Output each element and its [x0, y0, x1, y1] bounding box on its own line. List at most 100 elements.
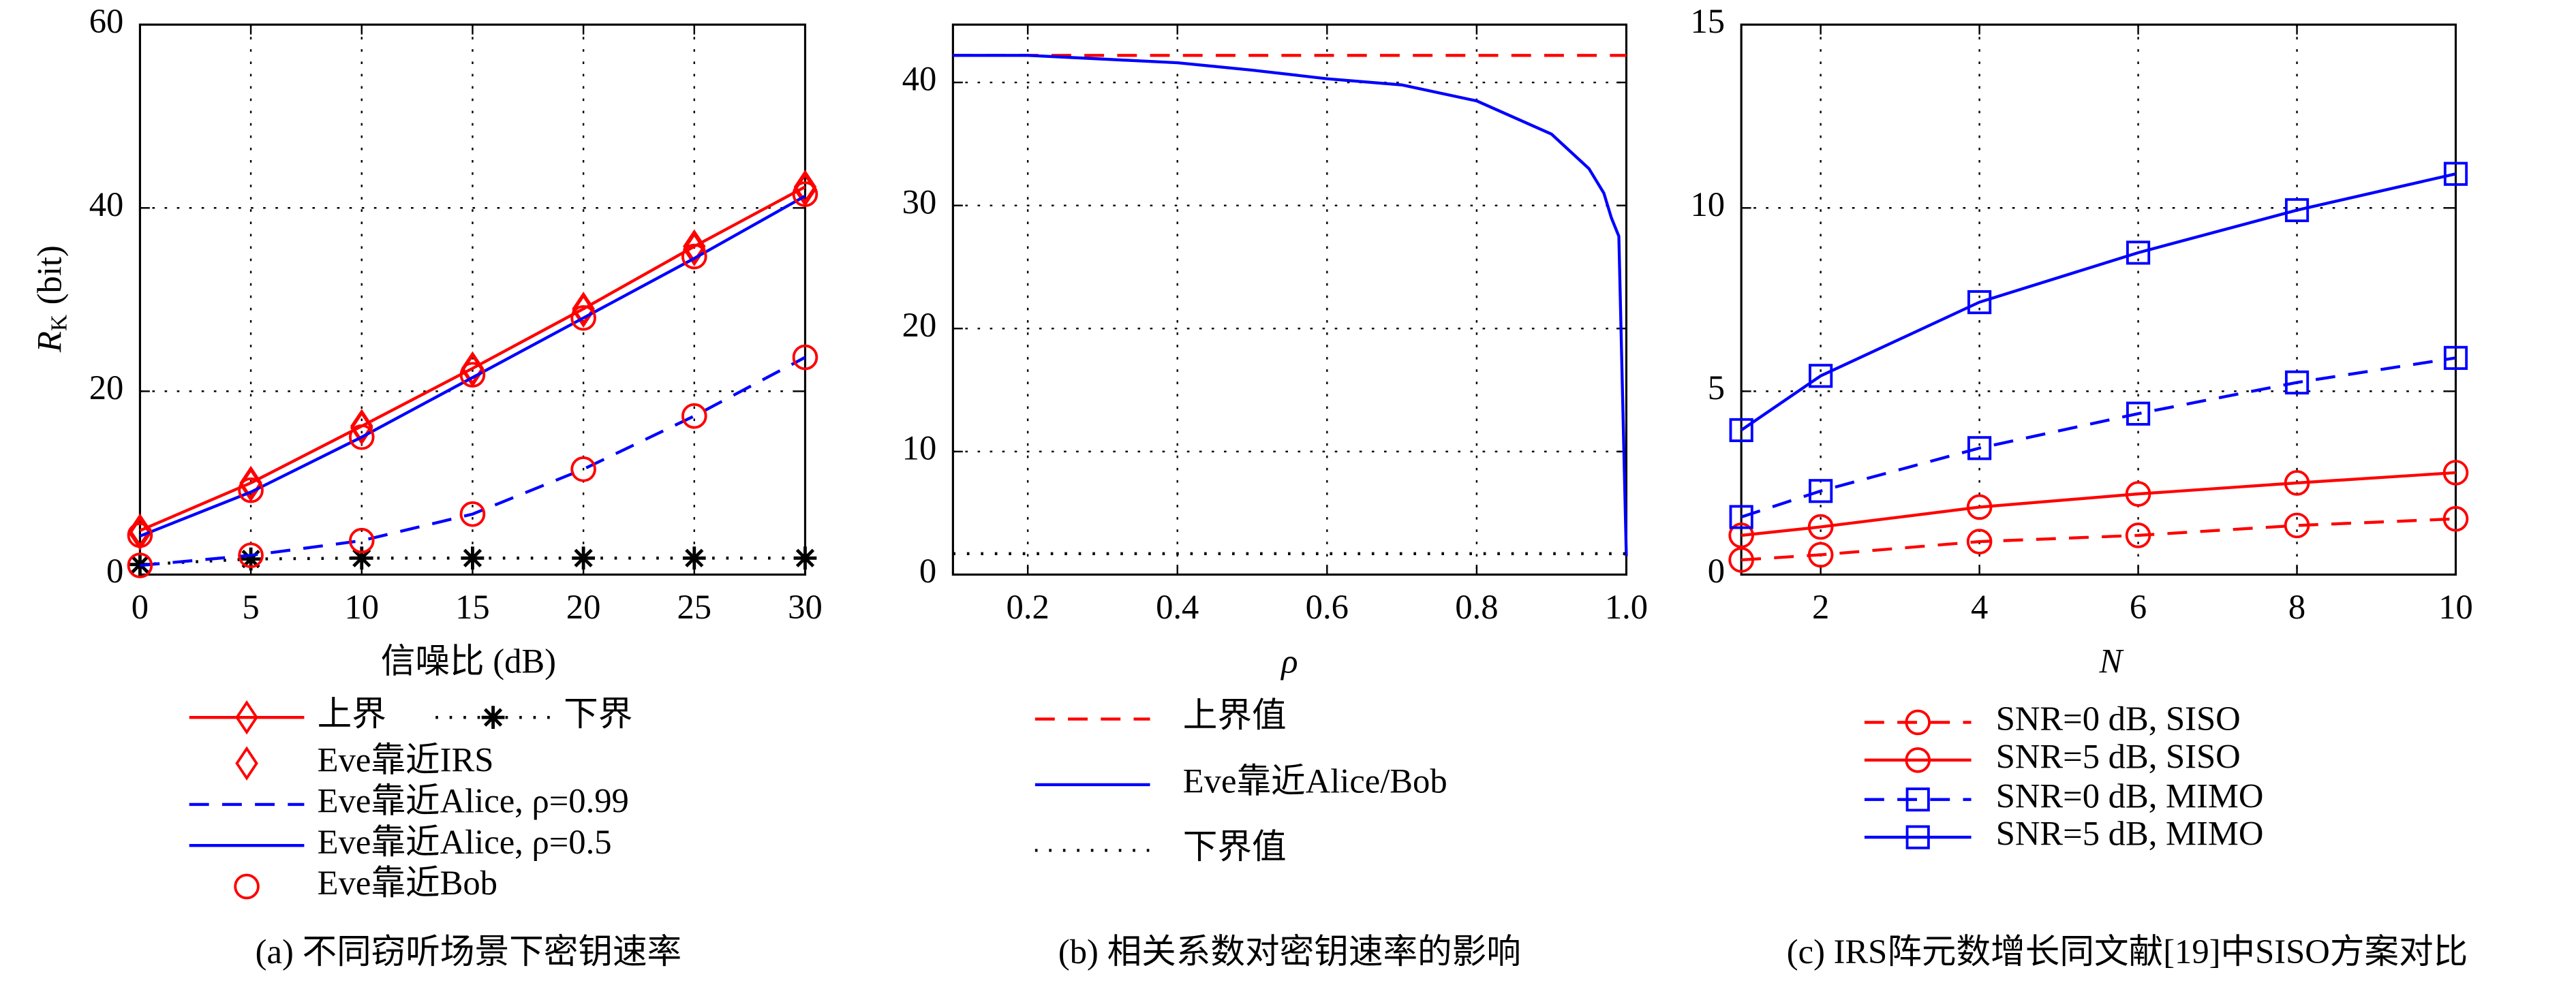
marker — [2125, 481, 2151, 507]
x-tick-label: 0.6 — [1306, 588, 1349, 626]
legend-label: 上界 — [318, 695, 386, 733]
marker — [127, 522, 153, 548]
marker — [2284, 512, 2310, 539]
y-tick-label: 30 — [902, 183, 937, 221]
y-label-unit: (bit) — [30, 245, 68, 304]
marker — [1905, 709, 1931, 736]
x-tick-label: 30 — [788, 588, 823, 626]
marker — [2126, 401, 2151, 426]
marker — [239, 547, 262, 571]
marker — [2443, 161, 2468, 186]
marker — [2126, 240, 2151, 265]
y-tick-label: 10 — [902, 428, 937, 467]
y-tick-label: 20 — [89, 369, 124, 407]
y-label-symbol: R — [30, 331, 68, 353]
y-tick-label: 40 — [89, 185, 124, 223]
marker — [1905, 787, 1930, 812]
marker — [350, 546, 373, 570]
marker — [1905, 825, 1930, 849]
legend-label: Eve靠近Alice, ρ=0.99 — [318, 782, 629, 820]
marker — [235, 746, 258, 781]
marker — [1966, 529, 1993, 554]
marker — [793, 546, 817, 570]
marker — [481, 706, 505, 730]
marker — [792, 181, 818, 207]
y-tick-label: 40 — [902, 60, 937, 98]
x-tick-label: 0 — [132, 588, 149, 626]
marker — [235, 700, 258, 735]
legend-label: Eve靠近Alice/Bob — [1183, 762, 1447, 800]
x-axis-label: N — [2099, 642, 2125, 681]
marker — [2125, 522, 2151, 548]
x-tick-label: 25 — [677, 588, 711, 626]
marker — [348, 424, 375, 450]
series-line — [140, 356, 806, 567]
x-tick-label: 15 — [455, 588, 490, 626]
x-tick-label: 0.8 — [1455, 588, 1498, 626]
x-tick-label: 8 — [2288, 588, 2305, 626]
x-tick-label: 2 — [1812, 588, 1829, 626]
marker — [1728, 547, 1754, 573]
y-tick-label: 0 — [1708, 552, 1725, 590]
x-tick-label: 10 — [344, 588, 379, 626]
series-line — [139, 185, 806, 532]
marker — [1729, 505, 1753, 529]
y-label-subscript: K — [46, 314, 72, 331]
caption: (a) 不同窃听场景下密钥速率 — [256, 933, 682, 971]
caption: (b) 相关系数对密钥速率的影响 — [1058, 933, 1521, 971]
marker — [128, 516, 152, 551]
marker — [2284, 370, 2310, 395]
y-tick-label: 10 — [1690, 185, 1725, 223]
marker — [2284, 198, 2310, 223]
marker — [572, 546, 595, 570]
marker — [127, 552, 153, 578]
marker — [681, 403, 707, 429]
legend-label: Eve靠近Bob — [318, 864, 497, 902]
y-tick-label: 15 — [1690, 2, 1725, 40]
marker — [683, 232, 706, 266]
plot-frame — [951, 23, 1628, 576]
marker — [683, 229, 706, 264]
series-line — [1741, 471, 2456, 537]
y-axis-label: RK (bit) — [30, 245, 72, 353]
legend-label: Eve靠近IRS — [318, 740, 494, 779]
marker — [793, 170, 817, 204]
marker — [234, 873, 260, 900]
x-tick-label: 20 — [566, 588, 601, 626]
x-axis-label: ρ — [1280, 642, 1298, 681]
marker — [1807, 514, 1834, 540]
legend-label: 上界值 — [1183, 696, 1287, 734]
caption: (c) IRS阵元数增长同文献[19]中SISO方案对比 — [1787, 933, 2468, 971]
y-tick-label: 60 — [89, 2, 124, 40]
marker — [459, 501, 486, 527]
marker — [1905, 747, 1931, 773]
marker — [1809, 479, 1833, 503]
marker — [1809, 364, 1833, 388]
marker — [1728, 522, 1754, 548]
marker — [1807, 542, 1834, 568]
y-tick-label: 0 — [106, 552, 123, 590]
x-tick-label: 10 — [2438, 588, 2473, 626]
marker — [2442, 505, 2469, 532]
series-line — [1740, 172, 2456, 432]
marker — [682, 546, 706, 570]
marker — [681, 243, 707, 270]
marker — [2284, 470, 2310, 496]
x-tick-label: 0.4 — [1156, 588, 1199, 626]
plot-frame — [138, 23, 807, 576]
marker — [1967, 436, 1992, 460]
legend-label: SNR=0 dB, MIMO — [1996, 777, 2264, 815]
legend-label: Eve靠近Alice, ρ=0.5 — [318, 823, 612, 861]
legend-label: SNR=0 dB, SISO — [1996, 700, 2241, 738]
marker — [2443, 345, 2468, 370]
legend-label: SNR=5 dB, SISO — [1996, 737, 2241, 775]
legend-label: 下界 — [564, 695, 632, 733]
series-line — [1741, 517, 2456, 562]
x-tick-label: 0.2 — [1007, 588, 1049, 626]
marker — [238, 542, 264, 569]
marker — [792, 344, 818, 371]
x-tick-label: 5 — [242, 588, 259, 626]
legend-label: 下界值 — [1183, 828, 1287, 866]
marker — [570, 304, 596, 331]
